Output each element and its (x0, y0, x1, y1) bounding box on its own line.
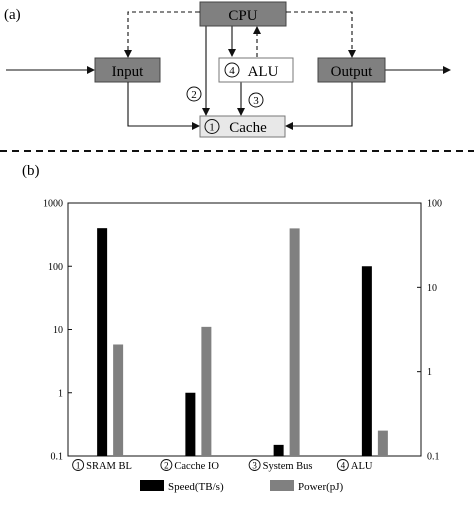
legend-label: Power(pJ) (298, 481, 344, 493)
bar-chart: 0.1 1 10 100 1000 0.1 1 10 100 1 SRAM BL 2 Cacche … (43, 199, 442, 494)
cpu-input-dashed-link (124, 8, 206, 58)
output-box: Output (317, 57, 386, 83)
category-label: ALU (351, 461, 373, 472)
bar-speed-1 (97, 228, 108, 456)
diagram-connectors (6, 8, 451, 130)
path-label-3: 3 (253, 95, 259, 107)
bar-power-2 (201, 326, 212, 456)
left-tick-label: 1000 (43, 199, 63, 210)
legend-item-speed: Speed(TB/s) (140, 480, 224, 493)
right-tick-label: 100 (427, 199, 442, 210)
alu-number-circle (224, 62, 240, 78)
cache-number: 1 (209, 122, 215, 134)
category-label: Cacche IO (174, 461, 219, 472)
cpu-output-dashed-link (280, 8, 356, 58)
alu-number: 4 (229, 65, 235, 77)
x-category-4: 4 ALU (336, 459, 373, 472)
right-tick-label: 1 (427, 367, 432, 378)
x-category-3: 3 System Bus (248, 459, 313, 472)
left-tick-label: 10 (53, 325, 63, 336)
input-cache-link (124, 76, 200, 130)
left-axis: 0.1 1 10 100 1000 (43, 199, 72, 463)
alu-box: 4 ALU (218, 57, 294, 83)
output-cache-link (285, 76, 356, 130)
right-tick-label: 10 (427, 283, 437, 294)
panel-b-label: (b) (22, 163, 40, 179)
left-tick-label: 100 (48, 262, 63, 273)
alu-label: ALU (248, 64, 279, 80)
x-axis-categories: 1 SRAM BL 2 Cacche IO 3 System Bus 4 ALU (72, 459, 373, 472)
category-label: System Bus (263, 461, 313, 472)
x-category-1: 1 SRAM BL (72, 459, 132, 472)
legend-swatch (140, 480, 164, 491)
cache-box: 1 Cache (199, 115, 286, 138)
category-marker-circle (72, 459, 85, 471)
category-marker-number: 2 (164, 461, 169, 471)
panel-a-label: (a) (4, 7, 21, 23)
legend-label: Speed(TB/s) (168, 481, 224, 493)
category-marker-number: 4 (341, 461, 346, 471)
input-box: Input (94, 57, 161, 83)
bar-power-3 (289, 228, 300, 456)
category-marker-circle (336, 459, 349, 471)
legend-item-power: Power(pJ) (270, 480, 344, 493)
bar-speed-4 (361, 266, 372, 456)
cpu-box: CPU (199, 1, 287, 27)
path-label-2: 2 (191, 89, 197, 101)
category-marker-number: 3 (252, 461, 257, 471)
left-tick-label: 1 (58, 388, 63, 399)
bar-power-1 (113, 344, 124, 456)
bar-speed-2 (185, 392, 196, 456)
path-badge-3: 3 (248, 92, 264, 108)
bar-speed-3 (273, 444, 284, 456)
category-marker-circle (160, 459, 173, 471)
x-category-2: 2 Cacche IO (160, 459, 219, 472)
right-axis: 0.1 1 10 100 (417, 199, 442, 463)
output-label: Output (331, 64, 374, 80)
bar-power-4 (377, 430, 388, 456)
left-tick-label: 0.1 (51, 452, 64, 463)
path-badge-2: 2 (186, 86, 202, 102)
category-marker-circle (248, 459, 261, 471)
cache-number-circle (204, 119, 220, 134)
category-marker-number: 1 (76, 461, 81, 471)
right-tick-label: 0.1 (427, 452, 440, 463)
category-label: SRAM BL (86, 461, 132, 472)
input-label: Input (112, 64, 144, 80)
cpu-label: CPU (228, 8, 257, 24)
cache-label: Cache (229, 120, 267, 136)
legend-swatch (270, 480, 294, 491)
bars (97, 228, 388, 456)
legend: Speed(TB/s) Power(pJ) (140, 480, 344, 493)
